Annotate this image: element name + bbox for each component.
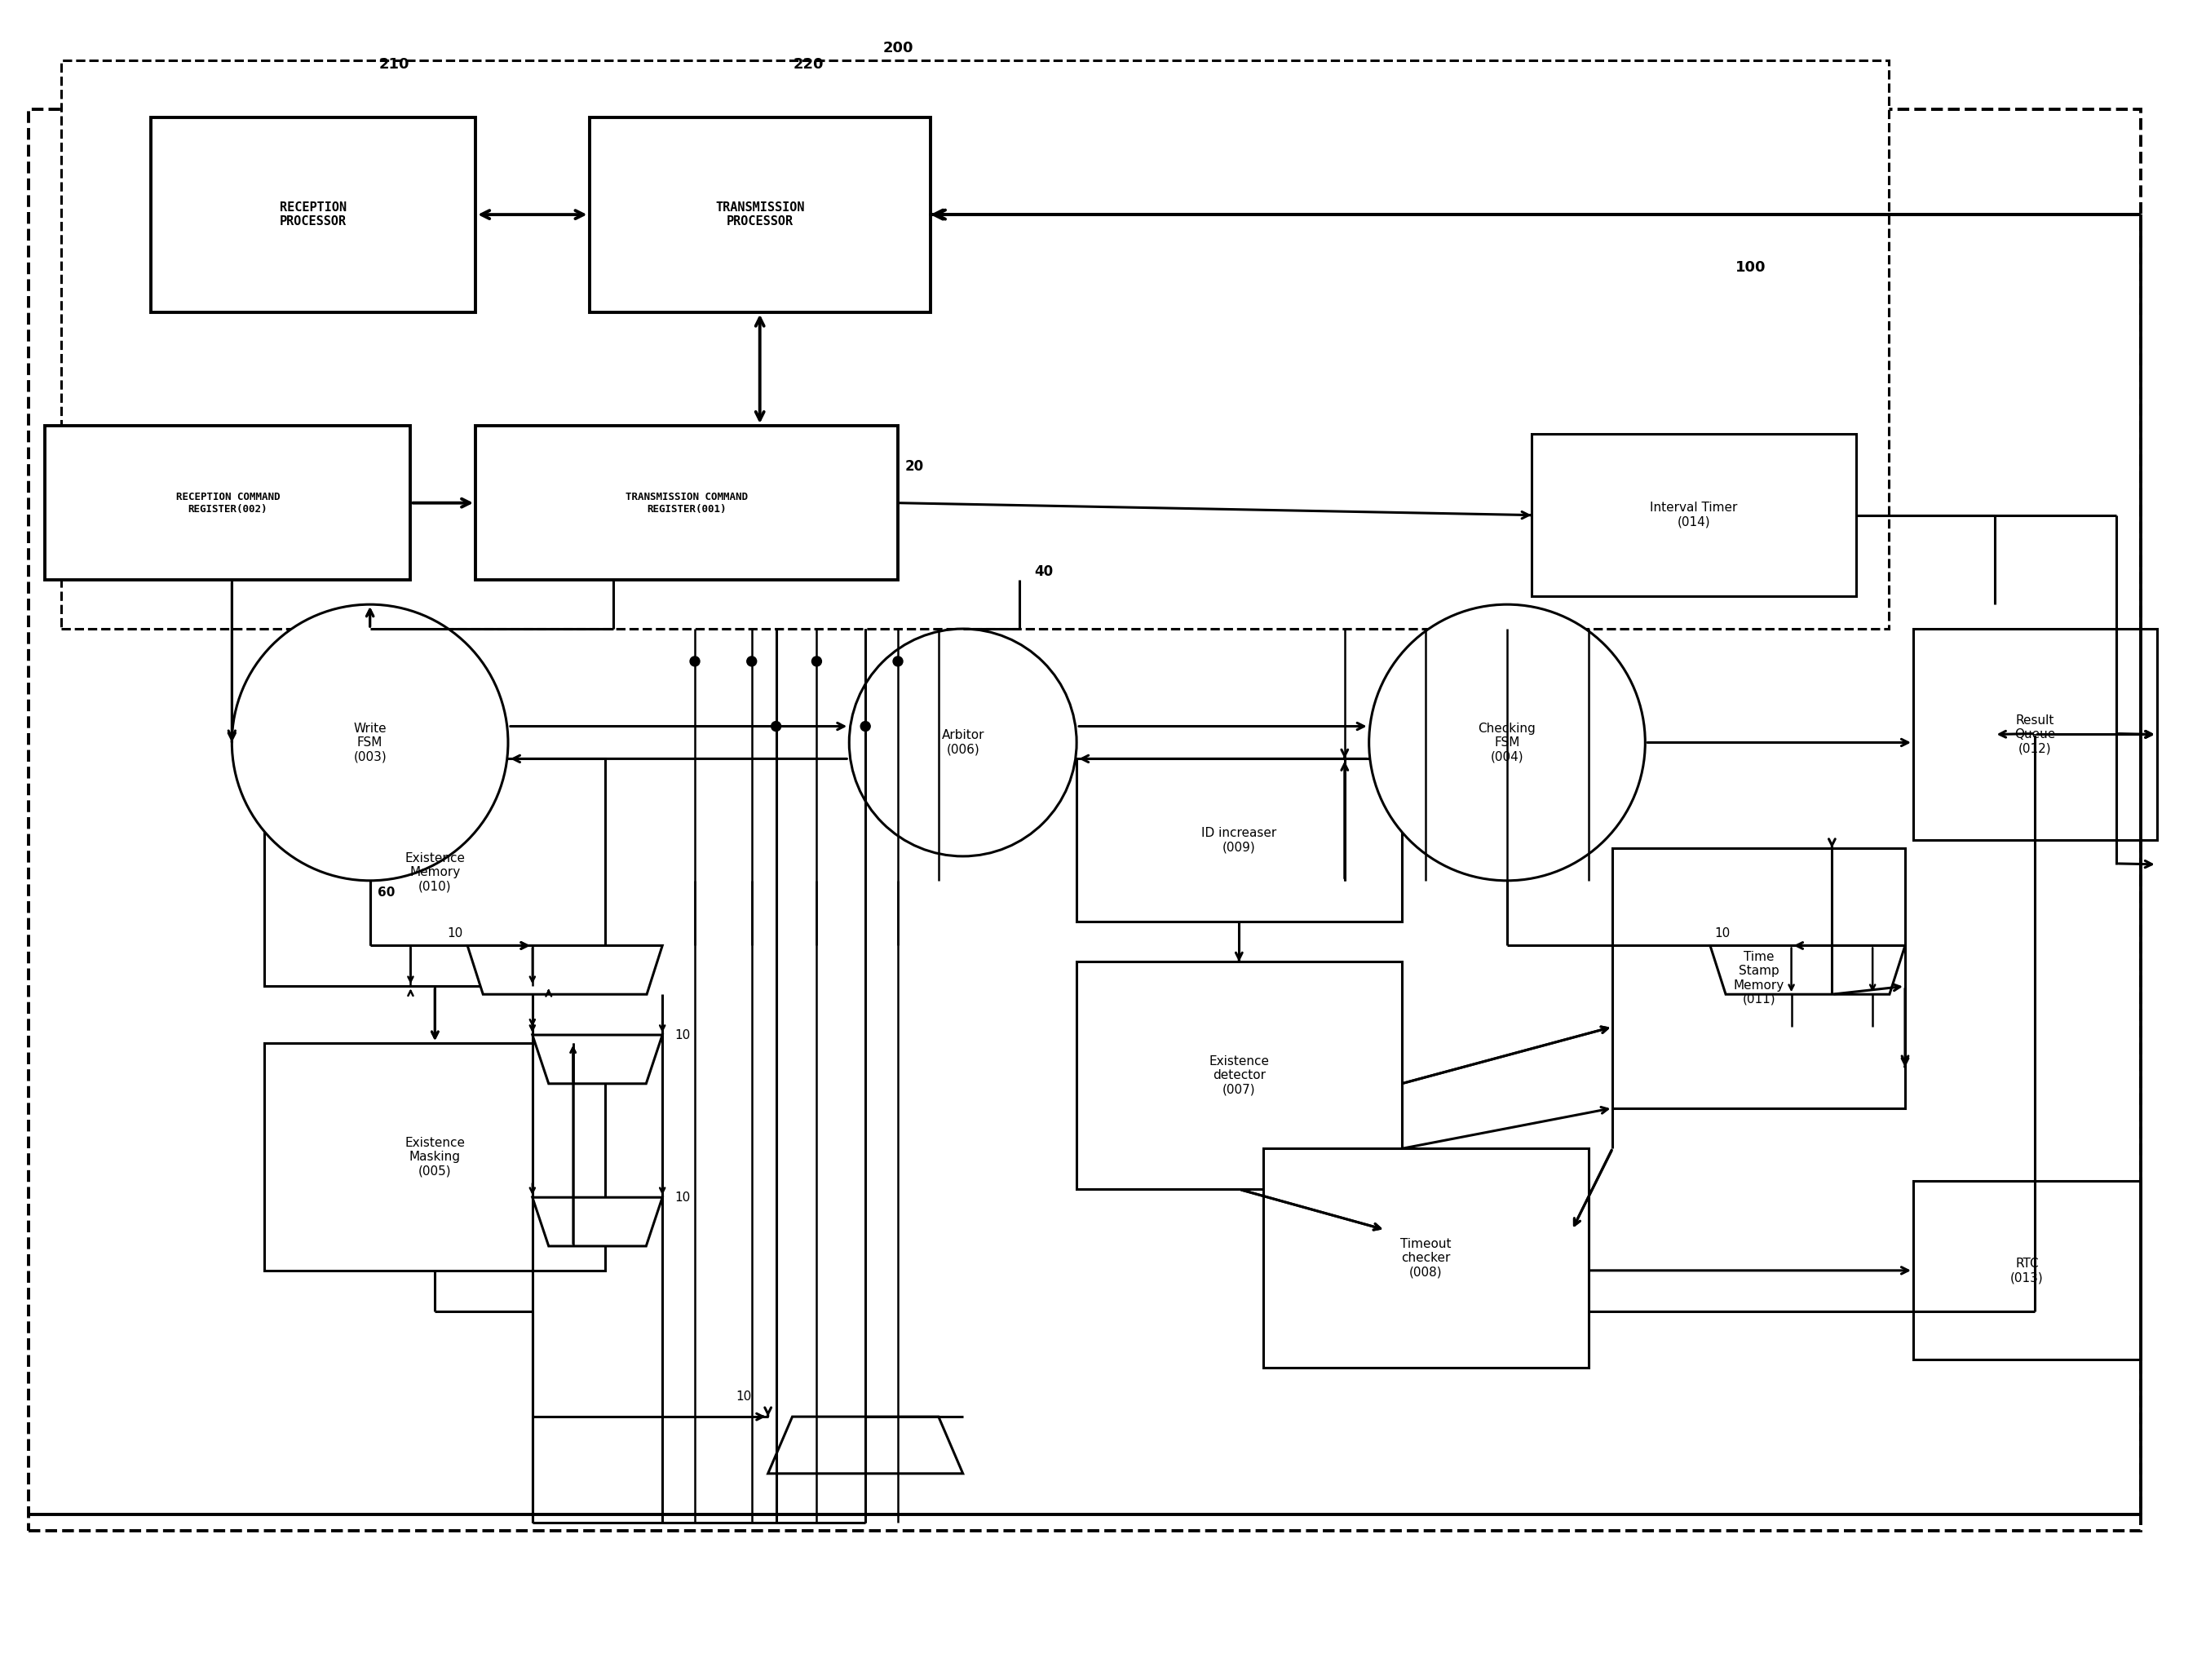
Text: 200: 200 — [882, 40, 913, 55]
Text: RECEPTION COMMAND
REGISTER(002): RECEPTION COMMAND REGISTER(002) — [176, 492, 280, 514]
Text: RTC
(013): RTC (013) — [2010, 1257, 2043, 1284]
Bar — [1913, 628, 2157, 840]
Bar — [1264, 1149, 1588, 1368]
Text: Arbitor
(006): Arbitor (006) — [942, 729, 984, 756]
Bar — [1531, 433, 1855, 596]
Bar — [29, 109, 2140, 1530]
Polygon shape — [532, 1198, 662, 1247]
Text: Timeout
checker
(008): Timeout checker (008) — [1401, 1238, 1452, 1278]
Polygon shape — [1710, 946, 1906, 995]
Text: Write
FSM
(003): Write FSM (003) — [353, 722, 386, 763]
Text: 100: 100 — [1736, 260, 1767, 276]
Circle shape — [1370, 605, 1646, 880]
Text: Interval Timer
(014): Interval Timer (014) — [1650, 502, 1738, 528]
Bar — [150, 118, 476, 312]
Circle shape — [893, 657, 902, 667]
Text: Result
Queue
(012): Result Queue (012) — [2014, 714, 2056, 754]
Text: ID increaser
(009): ID increaser (009) — [1202, 827, 1277, 853]
Text: 10: 10 — [675, 1028, 690, 1042]
Circle shape — [860, 721, 871, 731]
Text: RECEPTION
PROCESSOR: RECEPTION PROCESSOR — [280, 202, 346, 228]
Text: 10: 10 — [675, 1191, 690, 1203]
Circle shape — [772, 721, 781, 731]
Bar — [265, 759, 604, 986]
Circle shape — [690, 657, 699, 667]
Bar — [265, 1043, 604, 1270]
Bar — [110, 77, 971, 353]
Text: TRANSMISSION
PROCESSOR: TRANSMISSION PROCESSOR — [715, 202, 805, 228]
Text: 60: 60 — [377, 887, 395, 899]
Bar — [62, 60, 1888, 628]
Text: 220: 220 — [794, 57, 823, 72]
Text: 210: 210 — [379, 57, 410, 72]
Circle shape — [232, 605, 507, 880]
Text: Time
Stamp
Memory
(011): Time Stamp Memory (011) — [1734, 951, 1785, 1006]
Polygon shape — [768, 1416, 962, 1473]
Bar — [589, 118, 931, 312]
Bar — [1077, 963, 1401, 1189]
Circle shape — [812, 657, 821, 667]
Text: Existence
Masking
(005): Existence Masking (005) — [404, 1136, 465, 1178]
Bar — [1077, 759, 1401, 921]
Circle shape — [748, 657, 757, 667]
Text: TRANSMISSION COMMAND
REGISTER(001): TRANSMISSION COMMAND REGISTER(001) — [627, 492, 748, 514]
Text: Checking
FSM
(004): Checking FSM (004) — [1478, 722, 1535, 763]
Circle shape — [849, 628, 1077, 857]
Text: Existence
Memory
(010): Existence Memory (010) — [404, 852, 465, 892]
Text: 40: 40 — [1035, 564, 1054, 580]
Polygon shape — [468, 946, 662, 995]
Bar — [1613, 848, 1906, 1109]
Text: Existence
detector
(007): Existence detector (007) — [1209, 1055, 1268, 1095]
Text: 10: 10 — [448, 927, 463, 939]
Text: 10: 10 — [1714, 927, 1730, 939]
Bar — [44, 425, 410, 580]
Text: 10: 10 — [737, 1391, 752, 1403]
Bar — [1913, 1181, 2140, 1359]
Bar — [476, 425, 898, 580]
Polygon shape — [532, 1035, 662, 1084]
Text: 20: 20 — [904, 459, 924, 474]
